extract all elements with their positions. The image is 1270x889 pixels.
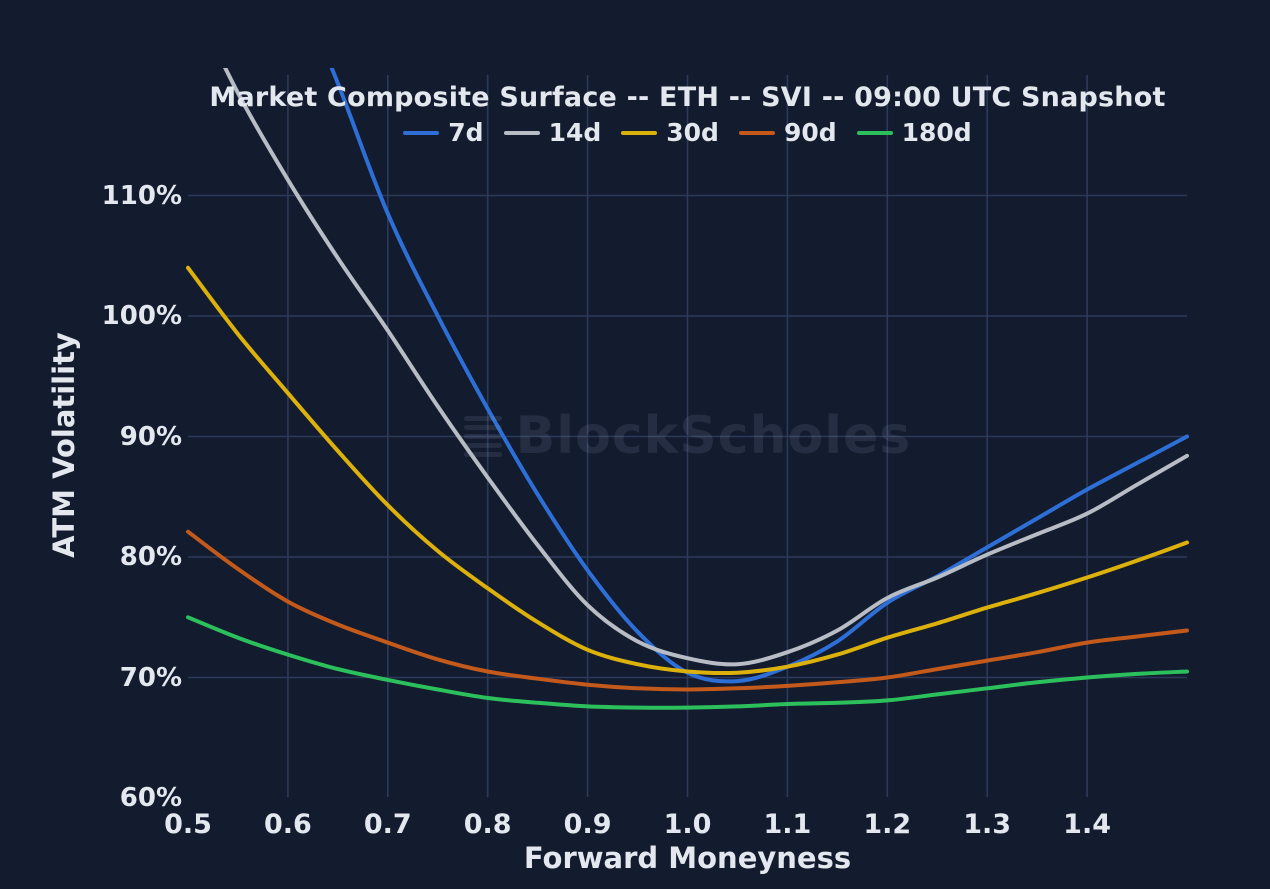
legend-label: 90d [783, 118, 837, 147]
legend-item-14d[interactable]: 14d [503, 118, 602, 147]
legend-item-30d[interactable]: 30d [621, 118, 719, 147]
x-tick-label: 0.5 [164, 809, 212, 840]
series-line-30d [186, 265, 1189, 676]
series-line-14d [222, 68, 1189, 667]
x-tick-label: 0.7 [363, 809, 412, 840]
legend-line-swatch-14d [503, 130, 540, 135]
y-tick-label: 90% [119, 421, 182, 452]
legend-label: 180d [901, 118, 972, 147]
legend-line-swatch-180d [856, 130, 893, 135]
legend-label: 30d [666, 118, 719, 147]
legend-label: 7d [448, 118, 484, 147]
y-tick-label: 60% [119, 783, 182, 813]
x-tick-label: 0.9 [563, 809, 612, 840]
y-tick-label: 80% [119, 542, 182, 572]
legend-item-90d[interactable]: 90d [738, 118, 837, 147]
x-tick-label: 1.1 [763, 809, 812, 840]
series-line-180d [186, 615, 1189, 710]
series-line-90d [186, 529, 1189, 692]
legend-label: 14d [548, 118, 602, 147]
legend-line-swatch-30d [621, 130, 658, 135]
chart-title: Market Composite Surface -- ETH -- SVI -… [209, 82, 1166, 113]
x-tick-label: 1.4 [1063, 809, 1112, 840]
x-tick-label: 0.8 [463, 809, 512, 840]
x-tick-label: 1.0 [663, 809, 712, 840]
y-tick-label: 70% [119, 662, 182, 693]
legend: 7d 14d 30d 90d 180d [188, 118, 1187, 147]
x-tick-label: 1.3 [963, 809, 1012, 840]
x-tick-label: 1.2 [863, 809, 912, 840]
y-tick-label: 110% [101, 180, 182, 211]
legend-line-swatch-90d [738, 130, 775, 135]
gridlines [188, 75, 1187, 797]
legend-item-180d[interactable]: 180d [856, 118, 972, 147]
legend-item-7d[interactable]: 7d [403, 118, 484, 147]
series-lines [186, 68, 1189, 710]
x-tick-label: 0.6 [263, 809, 312, 840]
y-tick-label: 100% [101, 301, 182, 331]
x-axis-label: Forward Moneyness [523, 841, 852, 875]
legend-line-swatch-7d [403, 130, 440, 135]
